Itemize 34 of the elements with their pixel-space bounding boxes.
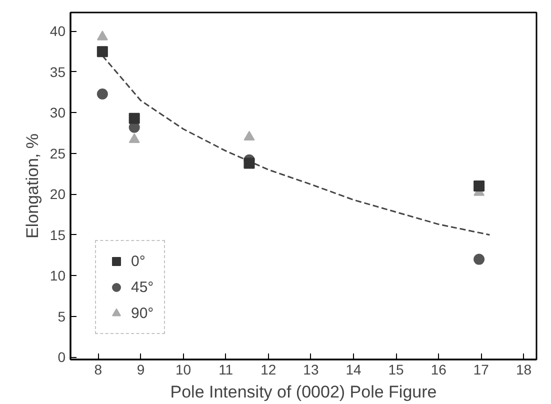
y-tick-label: 0 [58, 349, 66, 366]
y-axis-title: Elongation, % [22, 134, 42, 238]
x-tick-label: 14 [346, 362, 362, 378]
y-tick-label: 20 [50, 186, 66, 202]
point [128, 133, 140, 143]
y-tick-label: 40 [50, 23, 66, 40]
y-tick-label: 25 [50, 145, 66, 162]
y-tick-label: 10 [50, 268, 66, 284]
point [128, 112, 140, 124]
x-tick-label: 8 [94, 362, 102, 378]
x-tick-label: 9 [136, 362, 145, 378]
point [244, 130, 255, 141]
legend-label: 90° [131, 304, 154, 322]
x-tick-label: 13 [303, 362, 319, 378]
y-tick-label: 35 [50, 64, 66, 80]
y-tick-label: 30 [50, 104, 66, 121]
legend-label: 0° [131, 252, 146, 270]
x-tick-label: 16 [430, 362, 447, 378]
x-tick-label: 11 [218, 362, 234, 378]
y-tick-label: 5 [58, 308, 66, 324]
point [474, 254, 485, 265]
x-tick-label: 10 [175, 362, 192, 378]
x-tick-label: 15 [388, 362, 404, 378]
point [244, 158, 255, 169]
y-tick-label: 15 [50, 226, 66, 243]
x-tick-label: 17 [473, 362, 490, 378]
legend-label: 45° [131, 278, 154, 296]
x-tick-label: 12 [260, 362, 276, 378]
point [96, 88, 108, 100]
point [96, 46, 108, 58]
x-tick-label: 18 [516, 362, 532, 378]
x-axis-title: Pole Intensity of (0002) Pole Figure [170, 382, 437, 402]
point [474, 180, 485, 192]
point [96, 30, 108, 40]
